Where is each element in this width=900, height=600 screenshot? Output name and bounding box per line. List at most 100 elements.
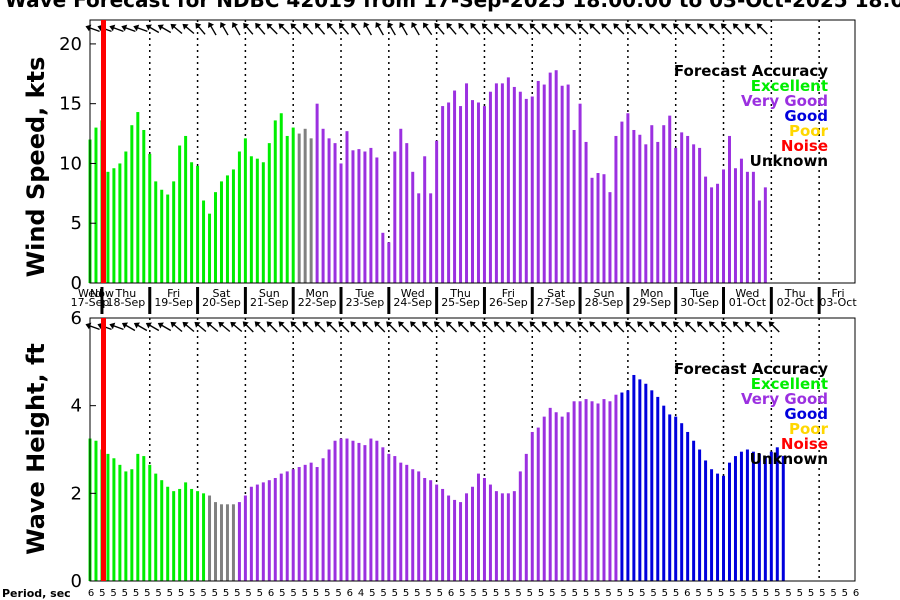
wind-direction-arrow <box>744 23 756 35</box>
wave-bar <box>363 445 367 581</box>
wind-bar <box>327 138 331 283</box>
wind-bar <box>94 127 98 283</box>
wave-direction-arrow <box>206 321 219 333</box>
period-value: 6 <box>88 588 94 599</box>
period-value: 5 <box>155 588 161 599</box>
day-of-week-label: Mon <box>640 287 663 300</box>
wave-bar <box>237 502 241 581</box>
wind-bar <box>578 103 582 283</box>
chart-title: Wind & Wave Forecast for NDBC 42019 from… <box>0 0 900 12</box>
wind-direction-arrow <box>231 22 241 36</box>
wave-bar <box>465 493 469 581</box>
wave-bar <box>476 473 480 581</box>
wave-bar <box>231 504 235 581</box>
period-value: 5 <box>380 588 386 599</box>
period-value: 5 <box>99 588 105 599</box>
wave-direction-arrow <box>457 321 469 333</box>
period-value: 5 <box>673 588 679 599</box>
wave-direction-arrow <box>121 322 136 332</box>
wind-bar <box>602 174 606 283</box>
wave-bar <box>698 449 702 581</box>
wind-bar <box>249 156 253 283</box>
day-of-week-label: Wed <box>78 287 102 300</box>
wave-direction-arrow <box>278 321 290 333</box>
wave-bar <box>722 475 726 581</box>
wave-direction-arrow <box>553 321 565 333</box>
period-value: 5 <box>583 588 589 599</box>
wind-bar <box>393 151 397 283</box>
wind-direction-arrow <box>553 23 565 35</box>
wave-bar <box>435 484 439 581</box>
wind-direction-arrow <box>182 23 195 35</box>
wave-bar <box>626 390 630 581</box>
wind-direction-arrow <box>121 24 136 33</box>
period-value: 5 <box>110 588 116 599</box>
wave-direction-arrow <box>170 321 183 333</box>
wave-ytick-label: 2 <box>71 483 82 504</box>
now-marker-top <box>101 20 106 283</box>
wind-bar <box>608 192 612 283</box>
wind-bar <box>423 156 427 283</box>
day-of-week-label: Thu <box>449 287 471 300</box>
period-value: 5 <box>369 588 375 599</box>
wind-bar <box>680 132 684 283</box>
wind-bar <box>572 129 576 283</box>
wind-bar <box>716 183 720 283</box>
wind-direction-arrow <box>696 23 709 35</box>
date-label: 24-Sep <box>393 296 432 309</box>
period-value: 5 <box>133 588 139 599</box>
wave-direction-arrow <box>145 322 160 332</box>
wave-ytick-label: 0 <box>71 571 82 592</box>
wind-bar <box>148 153 152 283</box>
wave-direction-arrow <box>302 321 314 333</box>
wave-direction-arrow <box>505 321 517 333</box>
wave-bar <box>405 464 409 581</box>
wind-bar <box>255 158 259 283</box>
wave-bar <box>733 456 737 581</box>
period-value: 5 <box>797 588 803 599</box>
wave-direction-arrow <box>613 321 625 333</box>
day-of-week-label: Wed <box>401 287 425 300</box>
wind-direction-arrow <box>481 23 493 35</box>
date-label: 03-Oct <box>819 296 857 309</box>
wind-bar <box>357 149 361 283</box>
wind-direction-arrow <box>326 22 338 35</box>
wind-ytick-label: 5 <box>71 213 82 234</box>
wave-direction-arrow <box>314 321 326 333</box>
wind-bar <box>763 187 767 283</box>
period-value: 5 <box>403 588 409 599</box>
wave-bar <box>417 471 421 581</box>
wave-direction-arrow <box>254 321 266 333</box>
wave-bar <box>769 451 773 581</box>
wind-direction-arrow <box>458 22 469 35</box>
wind-bar <box>142 129 146 283</box>
wave-direction-arrow <box>182 321 195 333</box>
period-value: 5 <box>504 588 510 599</box>
wave-bar <box>196 491 200 581</box>
wind-direction-arrow <box>387 22 396 36</box>
wind-direction-arrow <box>170 23 183 35</box>
wave-bar <box>566 412 570 581</box>
wave-bar <box>423 477 427 581</box>
period-value: 5 <box>493 588 499 599</box>
wave-bar <box>225 504 229 581</box>
period-value: 5 <box>718 588 724 599</box>
wind-bar <box>285 135 289 283</box>
wind-bar <box>225 175 229 283</box>
wind-direction-arrow <box>85 24 100 33</box>
wave-legend-title: Forecast Accuracy <box>674 360 828 378</box>
date-label: 01-Oct <box>729 296 767 309</box>
wave-direction-arrow <box>85 322 100 331</box>
wave-bar <box>202 493 206 581</box>
wind-bar <box>692 144 696 283</box>
wind-direction-arrow <box>423 22 433 36</box>
period-value: 5 <box>549 588 555 599</box>
wave-bar <box>680 423 684 581</box>
wave-legend-item: Good <box>784 405 828 423</box>
wave-direction-arrow <box>266 321 278 333</box>
wind-direction-arrow <box>613 23 625 35</box>
wind-bar <box>757 200 761 283</box>
date-label: 18-Sep <box>107 296 146 309</box>
wave-bar <box>686 431 690 581</box>
